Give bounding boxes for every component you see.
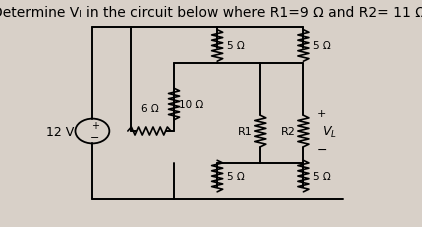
Text: R2: R2 — [281, 126, 295, 136]
Text: 6 Ω: 6 Ω — [141, 104, 158, 114]
Text: R1: R1 — [238, 126, 252, 136]
Text: +: + — [317, 109, 327, 118]
Text: 5 Ω: 5 Ω — [227, 171, 244, 181]
Text: 5 Ω: 5 Ω — [313, 41, 331, 51]
Text: 5 Ω: 5 Ω — [313, 171, 331, 181]
Text: −: − — [90, 132, 100, 142]
Text: $V_L$: $V_L$ — [322, 124, 337, 139]
Text: Determine Vₗ in the circuit below where R1=9 Ω and R2= 11 Ω.: Determine Vₗ in the circuit below where … — [0, 6, 422, 20]
Text: 10 Ω: 10 Ω — [179, 100, 203, 109]
Text: 5 Ω: 5 Ω — [227, 41, 244, 51]
Text: +: + — [91, 121, 99, 131]
Text: 12 V: 12 V — [46, 125, 74, 138]
Text: −: − — [316, 143, 327, 156]
